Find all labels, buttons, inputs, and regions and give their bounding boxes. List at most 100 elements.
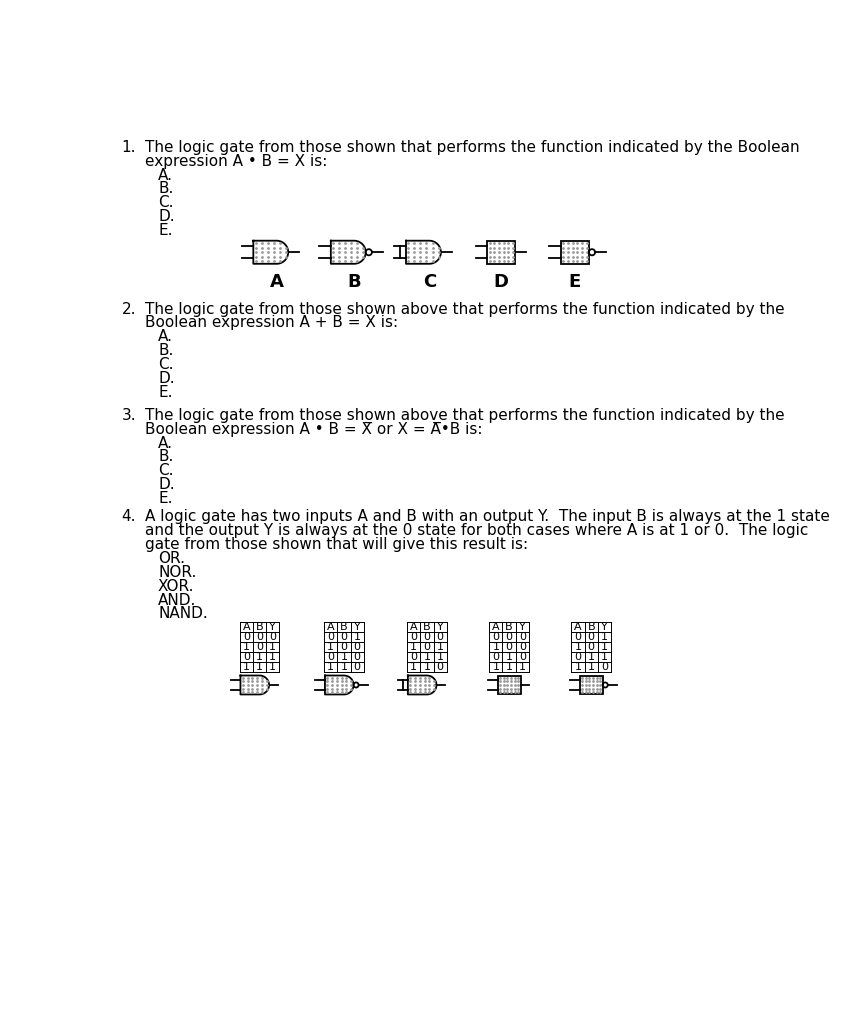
Text: C.: C. — [158, 357, 174, 372]
Text: C.: C. — [158, 196, 174, 210]
Bar — [407, 622, 447, 672]
Text: XOR.: XOR. — [158, 579, 195, 594]
Text: 1: 1 — [424, 652, 430, 662]
Text: C: C — [423, 273, 436, 291]
Polygon shape — [408, 676, 437, 694]
Text: NAND.: NAND. — [158, 606, 208, 622]
Text: 1: 1 — [354, 632, 361, 642]
Text: 4.: 4. — [121, 509, 136, 524]
Bar — [239, 622, 279, 672]
Text: 0: 0 — [437, 632, 443, 642]
Text: A: A — [327, 622, 335, 632]
Text: 1: 1 — [327, 662, 334, 672]
Text: 0: 0 — [518, 642, 526, 652]
Text: 0: 0 — [410, 652, 418, 662]
Text: D: D — [494, 273, 509, 291]
Text: Y: Y — [601, 622, 608, 632]
Text: B: B — [256, 622, 263, 632]
Text: 0: 0 — [354, 662, 361, 672]
Text: 1: 1 — [269, 662, 276, 672]
Text: 0: 0 — [340, 632, 348, 642]
Text: B: B — [587, 622, 595, 632]
Text: B: B — [340, 622, 348, 632]
Text: 3.: 3. — [121, 408, 136, 423]
Text: 1: 1 — [437, 652, 443, 662]
Text: 0: 0 — [574, 632, 581, 642]
Polygon shape — [331, 241, 366, 264]
Text: A: A — [410, 622, 418, 632]
Text: 0: 0 — [588, 642, 595, 652]
Text: 0: 0 — [327, 632, 334, 642]
Text: B: B — [347, 273, 361, 291]
Text: 1: 1 — [256, 662, 263, 672]
Text: and the output Y is always at the 0 state for both cases where A is at 1 or 0.  : and the output Y is always at the 0 stat… — [145, 523, 808, 539]
Polygon shape — [325, 676, 354, 694]
Text: D.: D. — [158, 209, 175, 224]
Text: A.: A. — [158, 330, 173, 344]
Text: D.: D. — [158, 477, 175, 493]
Text: 0: 0 — [410, 632, 418, 642]
Text: 0: 0 — [256, 642, 263, 652]
Text: Boolean expression A • B = X̅ or X = A̅•B is:: Boolean expression A • B = X̅ or X = A̅•… — [145, 422, 482, 436]
Bar — [325, 622, 363, 672]
Text: 1: 1 — [601, 652, 608, 662]
Text: 0: 0 — [601, 662, 608, 672]
Text: 0: 0 — [424, 632, 430, 642]
Polygon shape — [240, 676, 269, 694]
Text: expression A • B = X is:: expression A • B = X is: — [145, 154, 327, 169]
Text: B.: B. — [158, 343, 173, 358]
Text: 0: 0 — [269, 632, 276, 642]
Text: The logic gate from those shown above that performs the function indicated by th: The logic gate from those shown above th… — [145, 301, 784, 316]
Polygon shape — [253, 241, 288, 264]
Text: A: A — [269, 273, 283, 291]
Text: 0: 0 — [437, 662, 443, 672]
Text: 1: 1 — [269, 652, 276, 662]
Text: OR.: OR. — [158, 551, 185, 566]
Text: 2.: 2. — [121, 301, 136, 316]
Text: 0: 0 — [492, 632, 499, 642]
Text: A: A — [574, 622, 582, 632]
Text: 1: 1 — [437, 642, 443, 652]
Text: 0: 0 — [518, 632, 526, 642]
Text: B.: B. — [158, 181, 173, 197]
Text: The logic gate from those shown that performs the function indicated by the Bool: The logic gate from those shown that per… — [145, 140, 800, 155]
Text: 1: 1 — [410, 662, 418, 672]
Text: A logic gate has two inputs A and B with an output Y.  The input B is always at : A logic gate has two inputs A and B with… — [145, 509, 830, 524]
Text: 0: 0 — [354, 642, 361, 652]
Text: 1: 1 — [492, 662, 499, 672]
Text: C.: C. — [158, 463, 174, 478]
Text: A: A — [492, 622, 499, 632]
Text: 1: 1 — [492, 642, 499, 652]
Text: E.: E. — [158, 385, 172, 399]
Text: 1: 1 — [518, 662, 526, 672]
Text: 0: 0 — [340, 642, 348, 652]
Text: gate from those shown that will give this result is:: gate from those shown that will give thi… — [145, 538, 528, 552]
Text: E.: E. — [158, 223, 172, 238]
Text: 1: 1 — [424, 662, 430, 672]
Text: 0: 0 — [424, 642, 430, 652]
Bar — [572, 622, 611, 672]
Bar — [487, 241, 515, 264]
Text: 0: 0 — [243, 652, 250, 662]
Text: NOR.: NOR. — [158, 565, 196, 580]
Text: B.: B. — [158, 450, 173, 464]
Text: Y: Y — [437, 622, 443, 632]
Text: Y: Y — [354, 622, 361, 632]
Text: Y: Y — [269, 622, 276, 632]
Text: The logic gate from those shown above that performs the function indicated by th: The logic gate from those shown above th… — [145, 408, 784, 423]
Text: 0: 0 — [574, 652, 581, 662]
Bar — [579, 676, 603, 694]
Text: 1: 1 — [601, 632, 608, 642]
Text: 0: 0 — [518, 652, 526, 662]
Text: 1: 1 — [588, 652, 595, 662]
Text: 0: 0 — [243, 632, 250, 642]
Text: D.: D. — [158, 371, 175, 386]
Text: Y: Y — [519, 622, 525, 632]
Text: 1: 1 — [505, 662, 512, 672]
Bar — [489, 622, 529, 672]
Text: 1: 1 — [574, 642, 581, 652]
Text: 1: 1 — [243, 642, 250, 652]
Text: 1: 1 — [327, 642, 334, 652]
Text: 1: 1 — [256, 652, 263, 662]
Text: 0: 0 — [505, 632, 512, 642]
